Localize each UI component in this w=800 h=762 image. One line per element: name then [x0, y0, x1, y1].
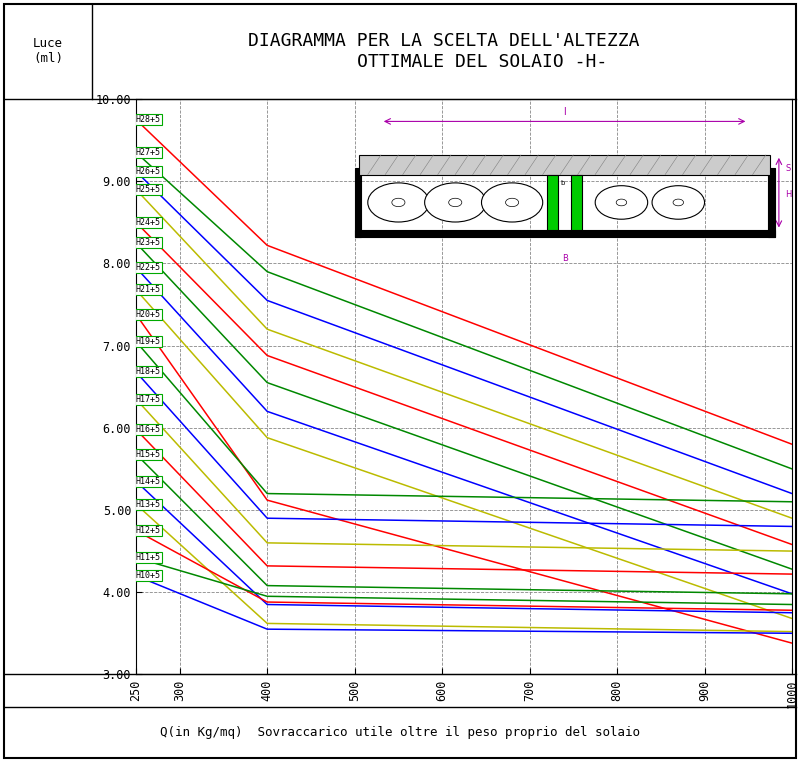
Text: H22+5: H22+5: [136, 263, 161, 272]
Bar: [768, 168, 774, 238]
Text: B: B: [562, 255, 567, 263]
Text: H14+5: H14+5: [136, 477, 161, 485]
Text: H25+5: H25+5: [136, 185, 161, 194]
Text: H21+5: H21+5: [136, 285, 161, 294]
Circle shape: [449, 198, 462, 207]
Circle shape: [482, 183, 542, 222]
Text: H11+5: H11+5: [136, 553, 161, 562]
Text: H19+5: H19+5: [136, 337, 161, 346]
Text: H: H: [786, 190, 792, 199]
Text: b: b: [560, 180, 565, 186]
Bar: [547, 174, 558, 230]
Text: H28+5: H28+5: [136, 115, 161, 124]
Text: Luce
(ml): Luce (ml): [33, 37, 63, 66]
Text: H13+5: H13+5: [136, 500, 161, 509]
Text: H18+5: H18+5: [136, 367, 161, 376]
Circle shape: [616, 199, 626, 206]
Text: H27+5: H27+5: [136, 148, 161, 157]
Circle shape: [425, 183, 486, 222]
Circle shape: [595, 186, 648, 219]
Bar: [354, 168, 362, 238]
Text: H23+5: H23+5: [136, 239, 161, 248]
Text: H16+5: H16+5: [136, 425, 161, 434]
Circle shape: [673, 199, 683, 206]
Text: DIAGRAMMA PER LA SCELTA DELL'ALTEZZA
       OTTIMALE DEL SOLAIO -H-: DIAGRAMMA PER LA SCELTA DELL'ALTEZZA OTT…: [248, 32, 640, 71]
Bar: [571, 174, 582, 230]
Text: H24+5: H24+5: [136, 218, 161, 227]
Bar: [359, 155, 770, 174]
Bar: [354, 230, 774, 238]
Text: H15+5: H15+5: [136, 450, 161, 459]
Text: H12+5: H12+5: [136, 526, 161, 535]
Text: H10+5: H10+5: [136, 572, 161, 580]
Circle shape: [392, 198, 405, 207]
Circle shape: [506, 198, 518, 207]
Circle shape: [652, 186, 705, 219]
Text: H20+5: H20+5: [136, 310, 161, 319]
Text: l: l: [563, 107, 566, 117]
Text: H17+5: H17+5: [136, 395, 161, 404]
Circle shape: [368, 183, 429, 222]
Text: H26+5: H26+5: [136, 167, 161, 176]
Text: Q(in Kg/mq)  Sovraccarico utile oltre il peso proprio del solaio: Q(in Kg/mq) Sovraccarico utile oltre il …: [160, 726, 640, 739]
Text: S: S: [786, 165, 790, 174]
